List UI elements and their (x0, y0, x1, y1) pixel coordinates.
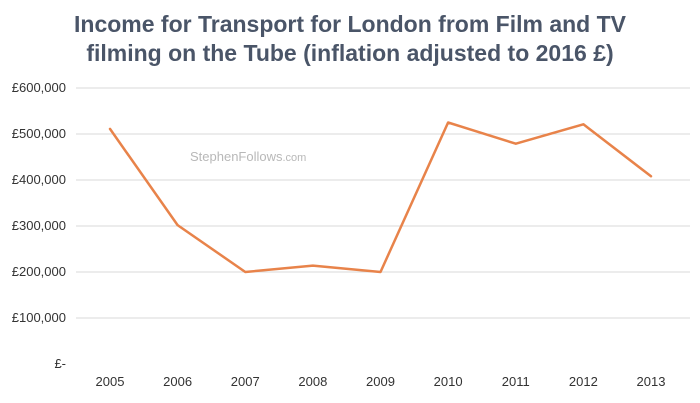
x-tick-label: 2008 (298, 374, 327, 389)
x-axis-tick-labels: 2005 2006 2007 2008 2009 2010 2011 2012 2013 (96, 374, 666, 389)
y-tick-label: £100,000 (12, 310, 66, 325)
y-tick-label: £300,000 (12, 218, 66, 233)
chart-title-line-1: Income for Transport for London from Fil… (74, 11, 626, 37)
x-tick-label: 2012 (569, 374, 598, 389)
gridlines (76, 87, 690, 319)
watermark-suffix: .com (283, 152, 307, 164)
y-tick-label: £200,000 (12, 264, 66, 279)
y-tick-label: £400,000 (12, 172, 66, 187)
series (108, 121, 653, 274)
chart-title-line-2: filming on the Tube (inflation adjusted … (86, 40, 614, 66)
x-tick-label: 2010 (434, 374, 463, 389)
x-tick-label: 2005 (96, 374, 125, 389)
series-line-income (108, 121, 653, 274)
x-tick-label: 2011 (502, 374, 530, 389)
watermark-main: StephenFollows (190, 149, 283, 164)
y-tick-label: £600,000 (12, 80, 66, 95)
y-tick-label: £- (54, 356, 66, 371)
x-tick-label: 2007 (231, 374, 260, 389)
y-tick-label: £500,000 (12, 126, 66, 141)
chart-title: Income for Transport for London from Fil… (0, 10, 700, 68)
watermark: StephenFollows.com (190, 149, 306, 164)
x-tick-label: 2009 (366, 374, 395, 389)
y-axis-tick-labels: £- £100,000 £200,000 £300,000 £400,000 £500,0… (12, 80, 66, 371)
x-tick-label: 2013 (637, 374, 666, 389)
x-tick-label: 2006 (163, 374, 192, 389)
